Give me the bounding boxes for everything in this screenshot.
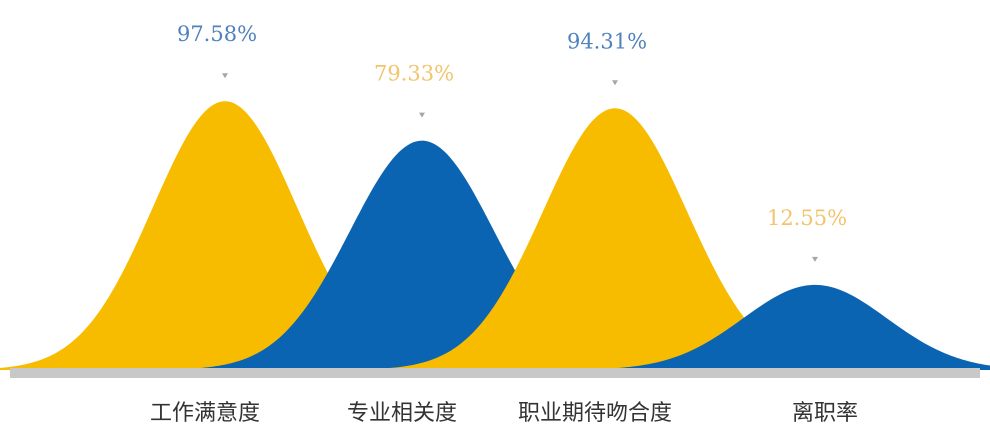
category-label-0: 工作满意度 (150, 401, 260, 425)
value-label-3: 12.55% (767, 206, 847, 230)
category-label-2: 职业期待吻合度 (518, 401, 672, 425)
peak-2 (175, 108, 990, 370)
category-label-3: 离职率 (792, 401, 858, 425)
peak-0 (0, 101, 665, 370)
value-label-1: 79.33% (374, 62, 454, 86)
peaks-layer (0, 101, 990, 370)
category-label-1: 专业相关度 (347, 401, 457, 425)
peak-marker-0 (222, 73, 228, 79)
value-label-0: 97.58% (177, 22, 257, 46)
labels-layer: 97.58% 工作满意度 79.33% 专业相关度 94.31% 职业期待吻合度 12.55… (150, 22, 858, 425)
peak-1 (0, 140, 862, 370)
peak-marker-3 (812, 256, 818, 262)
peak-marker-2 (612, 80, 618, 86)
peak-3 (375, 284, 990, 370)
peak-marker-1 (419, 112, 425, 118)
baseline-axis (10, 368, 980, 378)
value-label-2: 94.31% (567, 29, 647, 53)
